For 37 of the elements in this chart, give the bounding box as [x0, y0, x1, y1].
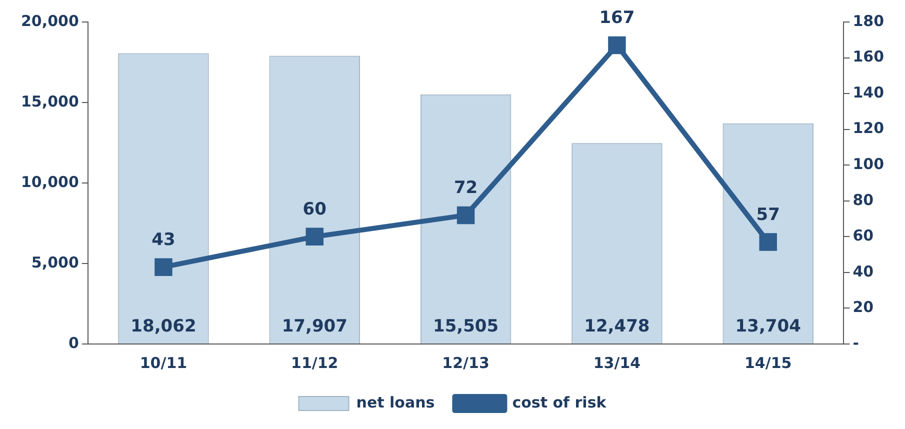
x-tick-label: 10/11 — [140, 354, 188, 372]
x-tick-label: 11/12 — [291, 354, 338, 372]
y2-tick-label: 60 — [852, 226, 874, 245]
point — [306, 228, 324, 246]
y2-tick-label: 80 — [852, 190, 874, 209]
data-label: 60 — [302, 200, 327, 220]
point — [456, 206, 475, 224]
y2-tick-label: 140 — [852, 83, 884, 102]
y2-tick-label: - — [852, 334, 859, 352]
y2-tick-label: 120 — [852, 119, 884, 138]
x-tick-label: 12/13 — [442, 354, 490, 372]
data-label: 43 — [152, 230, 176, 250]
x-tick-label: 13/14 — [593, 354, 641, 372]
y-tick-label: 20,000 — [20, 12, 79, 30]
y2-tick-label: 40 — [852, 262, 874, 280]
y-tick-label: 5,000 — [31, 253, 79, 272]
point — [759, 233, 777, 251]
y-tick-label: 0 — [68, 334, 79, 352]
data-label: 17,907 — [282, 316, 348, 336]
data-label: 167 — [599, 8, 635, 28]
data-label: 15,505 — [432, 316, 499, 336]
x-tick-label: 14/15 — [744, 354, 792, 372]
legend-label: net loans — [356, 393, 435, 412]
y-tick-label: 15,000 — [20, 92, 79, 110]
point — [154, 258, 172, 276]
data-label: 72 — [454, 178, 478, 198]
y-tick-label: 10,000 — [20, 172, 79, 191]
data-label: 13,704 — [735, 316, 802, 336]
y2-tick-label: 160 — [852, 48, 884, 66]
data-label: 57 — [756, 204, 780, 225]
data-label: 12,478 — [584, 316, 650, 336]
y2-tick-label: 100 — [852, 155, 884, 173]
y2-tick-label: 180 — [852, 12, 884, 30]
legend-label: cost of risk — [512, 393, 608, 412]
y2-tick-label: 20 — [852, 298, 874, 316]
point — [608, 36, 626, 54]
data-label: 18,062 — [130, 316, 196, 336]
